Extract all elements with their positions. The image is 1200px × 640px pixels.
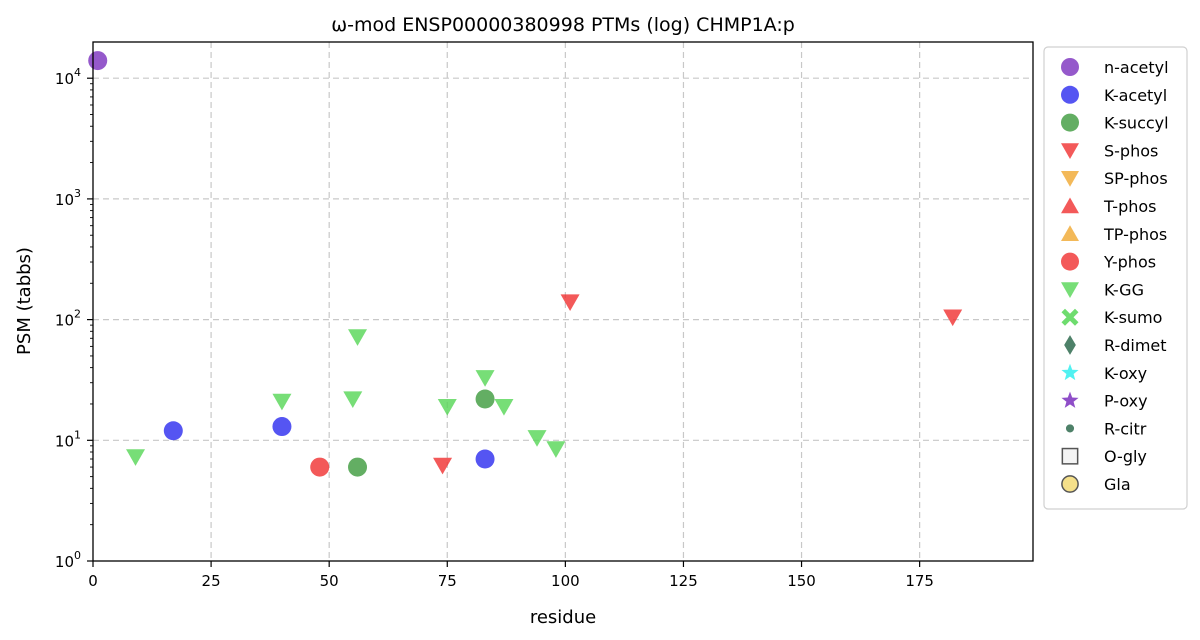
data-point-k-gg [546,441,566,458]
legend-marker-k-oxy [1061,363,1079,381]
data-point-s-phos [433,457,453,475]
legend-entry: K-GG [1061,280,1144,299]
data-point-k-succyl [475,389,495,409]
legend-marker-sp-phos [1061,171,1079,187]
data-point-s-phos [943,309,963,327]
x-tick-label: 100 [551,572,580,590]
data-point-n-acetyl [88,51,108,71]
legend-entry: S-phos [1061,141,1158,160]
data-point-k-gg [343,391,363,408]
legend-marker-k-succyl [1061,113,1079,132]
x-tick-label: 50 [320,572,339,590]
data-point-k-gg [348,329,368,346]
legend-label: SP-phos [1104,169,1168,188]
y-tick-label: 102 [55,308,81,330]
legend-entry: O-gly [1061,447,1147,466]
legend: n-acetyl K-acetyl K-succyl S-phos SP-phos T-p… [1043,46,1188,510]
data-point-k-gg [126,449,146,466]
y-tick-label: 103 [55,187,81,209]
x-axis-label: residue [530,607,596,628]
legend-marker-s-phos [1061,143,1079,159]
legend-marker-t-phos [1061,197,1079,214]
data-points [88,51,963,477]
x-tick-label: 75 [438,572,457,590]
legend-entry: R-dimet [1064,335,1167,355]
x-tick-label: 25 [202,572,221,590]
data-point-s-phos [560,294,580,311]
legend-label: Gla [1104,475,1131,494]
legend-label: R-citr [1104,419,1147,438]
legend-label: K-succyl [1104,114,1169,133]
legend-marker-k-gg [1061,282,1079,298]
legend-marker-k-sumo [1061,308,1079,326]
y-axis-label: PSM (tabbs) [14,247,35,355]
legend-entry: TP-phos [1061,225,1167,244]
legend-entry: T-phos [1061,197,1157,216]
y-axis-ticks: 100 101 102 103 104 [55,66,93,571]
legend-marker-y-phos [1061,252,1079,271]
data-point-k-gg [272,393,292,411]
data-point-k-gg [475,370,495,387]
legend-entry: SP-phos [1061,169,1168,188]
y-tick-label: 100 [55,549,81,571]
legend-box [1043,46,1188,510]
x-tick-label: 0 [88,572,98,590]
legend-entry: K-oxy [1061,363,1147,383]
legend-marker-o-gly [1061,447,1079,465]
legend-marker-r-dimet [1064,335,1076,355]
data-point-k-acetyl [163,421,183,441]
chart-title: ω-mod ENSP00000380998 PTMs (log) CHMP1A:… [331,14,795,36]
legend-entry: R-citr [1065,419,1147,438]
data-point-k-gg [494,399,514,416]
legend-marker-k-acetyl [1061,85,1079,104]
plot-area-frame [92,41,1034,562]
legend-entry: Gla [1061,475,1131,494]
legend-entry: K-acetyl [1061,85,1167,105]
data-point-k-acetyl [272,417,292,437]
legend-label: K-acetyl [1104,86,1167,105]
legend-entry: K-sumo [1061,308,1162,327]
x-tick-label: 125 [669,572,698,590]
legend-label: Y-phos [1103,253,1156,272]
legend-marker-gla [1061,475,1079,493]
legend-label: n-acetyl [1104,58,1169,77]
legend-entry: P-oxy [1061,391,1148,411]
legend-label: K-GG [1104,280,1144,299]
legend-label: T-phos [1103,197,1157,216]
x-axis-ticks: 0 25 50 75 100 125 150 175 [88,561,934,590]
legend-label: P-oxy [1104,392,1148,411]
legend-marker-p-oxy [1061,391,1079,408]
legend-label: TP-phos [1103,225,1167,244]
y-tick-label: 101 [55,428,81,450]
x-tick-label: 150 [787,572,816,590]
y-tick-label: 104 [55,66,81,88]
data-point-k-gg [527,430,547,447]
legend-entry: n-acetyl [1061,58,1169,77]
legend-label: R-dimet [1104,336,1167,355]
x-tick-label: 175 [905,572,934,590]
legend-entry: Y-phos [1061,252,1156,272]
legend-label: O-gly [1104,447,1147,466]
legend-marker-n-acetyl [1061,58,1079,76]
legend-marker-r-citr [1065,424,1075,433]
legend-marker-tp-phos [1061,225,1079,241]
data-point-k-succyl [348,457,368,477]
legend-label: S-phos [1104,141,1158,160]
legend-label: K-oxy [1104,364,1147,383]
data-point-k-acetyl [475,449,495,469]
data-point-k-gg [437,399,457,416]
grid-lines [93,42,1033,561]
legend-entry: K-succyl [1061,113,1169,133]
data-point-y-phos [310,457,330,477]
legend-label: K-sumo [1104,308,1162,327]
